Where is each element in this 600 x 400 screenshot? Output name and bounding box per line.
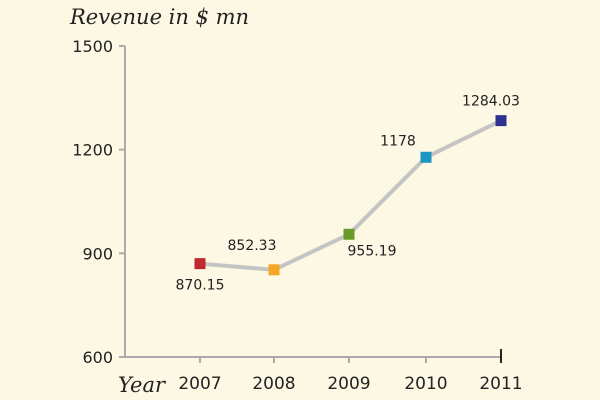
tick-labels: 1500 1200 900 600 2007 2008 2009 2010 2011 [72,37,522,394]
x-tick-label: 2011 [479,374,522,394]
data-point-marker [194,258,206,270]
x-tick-label: 2008 [252,374,295,394]
data-point-marker [495,115,507,127]
x-tick-label: 2010 [404,374,447,394]
data-point-marker [268,264,280,276]
x-axis-title: Year [118,373,167,397]
y-axis-title: Revenue in $ mn [69,5,249,29]
data-labels: 870.15 852.33 955.19 1178 1284.03 [176,94,520,294]
y-tick-label: 1200 [72,141,113,160]
x-tick-label: 2007 [178,374,221,394]
y-tick-label: 900 [82,244,113,263]
x-tick-label: 2009 [327,374,370,394]
data-point-marker [420,151,432,163]
data-label: 870.15 [176,278,225,294]
data-label: 1284.03 [462,94,520,110]
data-series [194,115,507,276]
data-point-marker [343,228,355,240]
data-label: 852.33 [228,238,277,254]
y-tick-label: 1500 [72,37,113,56]
data-label: 955.19 [348,243,397,259]
data-label: 1178 [380,133,416,149]
y-tick-label: 600 [82,348,113,367]
axes [124,46,502,358]
